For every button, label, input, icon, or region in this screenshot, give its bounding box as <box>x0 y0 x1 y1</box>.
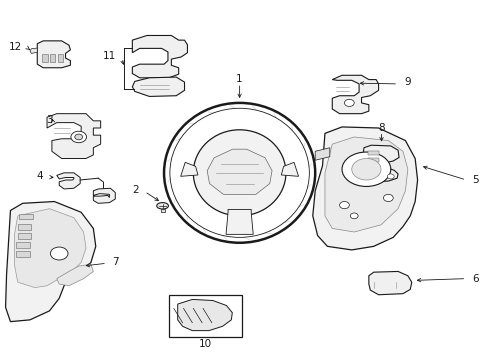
Polygon shape <box>132 77 184 96</box>
Bar <box>367 166 378 169</box>
Bar <box>367 172 378 175</box>
Ellipse shape <box>344 99 353 107</box>
Polygon shape <box>331 75 378 114</box>
Polygon shape <box>177 300 232 330</box>
Ellipse shape <box>386 174 393 179</box>
Polygon shape <box>281 162 298 176</box>
Polygon shape <box>57 264 93 286</box>
Text: 8: 8 <box>377 123 384 133</box>
Polygon shape <box>312 127 417 250</box>
Bar <box>42 54 47 62</box>
Ellipse shape <box>339 202 348 209</box>
Bar <box>18 233 31 239</box>
Ellipse shape <box>163 103 315 243</box>
Polygon shape <box>225 210 253 234</box>
Text: 12: 12 <box>8 42 21 51</box>
Bar <box>16 251 30 257</box>
Polygon shape <box>315 148 329 160</box>
Bar <box>160 209 164 212</box>
Ellipse shape <box>169 108 309 237</box>
Text: 5: 5 <box>471 175 478 185</box>
Ellipse shape <box>157 203 168 209</box>
Bar <box>16 242 30 248</box>
Bar <box>367 158 378 162</box>
Polygon shape <box>37 41 70 68</box>
Ellipse shape <box>221 156 258 190</box>
Polygon shape <box>207 149 271 194</box>
Text: 1: 1 <box>236 73 243 84</box>
Polygon shape <box>5 202 96 321</box>
Bar <box>18 225 31 230</box>
Polygon shape <box>132 36 187 78</box>
Polygon shape <box>368 271 411 295</box>
Text: 11: 11 <box>103 51 116 61</box>
Polygon shape <box>93 188 115 203</box>
Bar <box>19 214 33 220</box>
Ellipse shape <box>349 213 357 219</box>
Polygon shape <box>47 114 101 158</box>
Bar <box>367 151 378 155</box>
Text: 3: 3 <box>46 115 53 125</box>
Ellipse shape <box>351 158 380 180</box>
Bar <box>168 295 242 337</box>
Bar <box>50 54 55 62</box>
Ellipse shape <box>383 194 392 202</box>
Text: 4: 4 <box>37 171 43 181</box>
Polygon shape <box>180 162 198 176</box>
Text: 6: 6 <box>471 274 478 284</box>
Ellipse shape <box>341 152 390 186</box>
Text: 10: 10 <box>199 339 212 349</box>
Text: 9: 9 <box>403 77 410 87</box>
Polygon shape <box>14 209 86 288</box>
Polygon shape <box>361 145 398 182</box>
Polygon shape <box>325 137 407 232</box>
Bar <box>58 54 63 62</box>
Ellipse shape <box>71 131 86 143</box>
Text: 2: 2 <box>132 185 139 195</box>
Ellipse shape <box>75 134 82 140</box>
Polygon shape <box>30 48 37 53</box>
Ellipse shape <box>193 130 285 216</box>
Text: 7: 7 <box>112 257 118 267</box>
Polygon shape <box>57 173 80 189</box>
Ellipse shape <box>50 247 68 260</box>
